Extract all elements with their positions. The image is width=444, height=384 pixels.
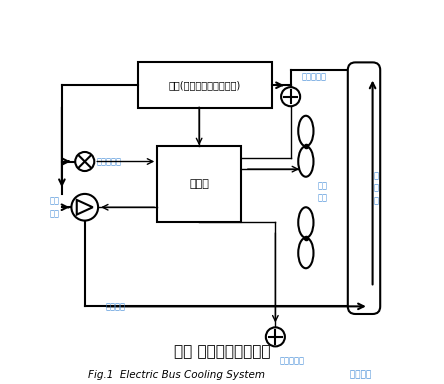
Ellipse shape <box>298 146 313 177</box>
Ellipse shape <box>298 207 313 238</box>
FancyBboxPatch shape <box>138 62 272 108</box>
Text: 散
热
器: 散 热 器 <box>373 171 379 205</box>
Ellipse shape <box>298 238 313 268</box>
Text: 控制器: 控制器 <box>189 179 209 189</box>
Circle shape <box>75 152 94 171</box>
Text: 电动学堂: 电动学堂 <box>344 371 371 379</box>
Text: Fig.1  Electric Bus Cooling System: Fig.1 Electric Bus Cooling System <box>88 370 265 380</box>
Text: 热源(电机、控制器、电池): 热源(电机、控制器、电池) <box>169 80 241 90</box>
Text: 流量传感器: 流量传感器 <box>96 157 121 166</box>
Text: 图１ 电动客车冷却系统: 图１ 电动客车冷却系统 <box>174 344 270 359</box>
Text: 温度传感器: 温度传感器 <box>279 356 304 365</box>
Polygon shape <box>77 200 93 215</box>
Text: 温度传感器: 温度传感器 <box>302 73 327 81</box>
Circle shape <box>281 87 300 106</box>
FancyBboxPatch shape <box>348 62 380 314</box>
Text: 电子
水泵: 电子 水泵 <box>49 197 59 218</box>
Ellipse shape <box>298 116 313 146</box>
Text: 冷却水管: 冷却水管 <box>105 302 125 311</box>
FancyBboxPatch shape <box>157 146 241 222</box>
Text: 电子
风扇: 电子 风扇 <box>317 181 327 203</box>
Circle shape <box>266 327 285 346</box>
Circle shape <box>71 194 98 220</box>
